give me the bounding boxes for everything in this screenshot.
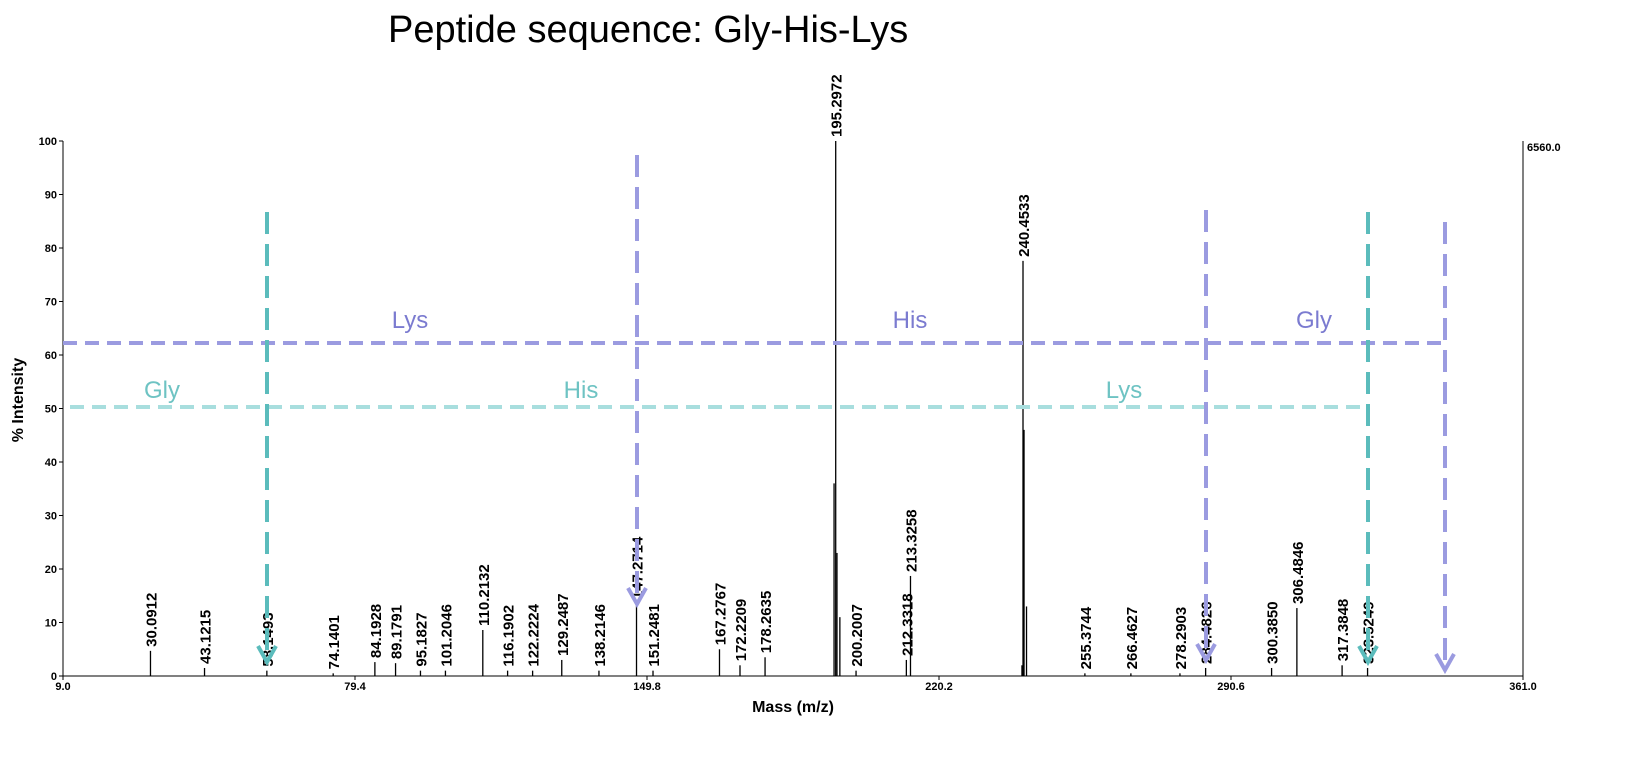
- arrow-head: [1434, 653, 1456, 675]
- arrow-head: [1195, 643, 1217, 665]
- peak-label: 195.2972: [829, 74, 846, 137]
- peaks: 30.0912 43.1215 58.1493 74.1401 84.1928 89.17…: [143, 74, 1378, 676]
- y-tick-label: 90: [45, 190, 57, 202]
- peak-label: 200.2007: [849, 604, 866, 667]
- y-tick-label: 30: [45, 511, 57, 523]
- peak-label: 89.1791: [389, 605, 406, 659]
- y-tick-label: 50: [45, 404, 57, 416]
- peak-label: 167.2767: [712, 583, 729, 646]
- peak-label: 129.2487: [555, 593, 572, 656]
- x-tick-label: 220.2: [925, 681, 953, 693]
- y-tick-label: 70: [45, 297, 57, 309]
- annotation-label: His: [564, 377, 599, 404]
- annotation-label: Lys: [1106, 377, 1142, 404]
- peak-label: 266.4627: [1124, 607, 1141, 670]
- y-tick-label: 100: [39, 136, 57, 148]
- fragment-annotations: Lys His Gly Gly His Lys: [63, 155, 1456, 675]
- annotation-label: Lys: [392, 307, 428, 334]
- y-tick-label: 80: [45, 243, 57, 255]
- peak-label: 147.2714: [630, 536, 647, 599]
- y-tick-label: 10: [45, 618, 57, 630]
- peak-label: 278.2903: [1173, 607, 1190, 670]
- peak-label: 255.3744: [1078, 606, 1095, 669]
- arrow-head: [1357, 645, 1379, 667]
- peak-label: 101.2046: [438, 604, 455, 667]
- y-tick-label: 60: [45, 350, 57, 362]
- annotation-label: Gly: [1296, 307, 1332, 334]
- peak-label: 212.3318: [899, 593, 916, 656]
- peak-label: 43.1215: [198, 610, 215, 664]
- peak-label: 306.4846: [1290, 541, 1307, 604]
- arrow-head: [626, 587, 648, 609]
- peak-label: 30.0912: [143, 593, 160, 647]
- x-tick-label: 290.6: [1217, 681, 1245, 693]
- y-axis-label: % Intensity: [10, 358, 27, 443]
- peak-label: 116.1902: [501, 605, 518, 667]
- peak-label: 213.3258: [903, 509, 920, 572]
- peak-label: 74.1401: [326, 615, 343, 669]
- peak-label: 95.1827: [413, 612, 430, 666]
- peak-label: 151.2481: [646, 604, 663, 667]
- x-tick-label: 9.0: [55, 681, 70, 693]
- y-tick-label: 40: [45, 457, 57, 469]
- peak-label: 122.2224: [526, 603, 543, 666]
- peak-label: 317.3848: [1335, 599, 1352, 662]
- peak-label: 178.2635: [758, 591, 775, 654]
- peak-label: 110.2132: [476, 564, 493, 626]
- chart-title: Peptide sequence: Gly-His-Lys: [388, 9, 908, 51]
- arrow-head: [256, 645, 278, 667]
- annotation-label: His: [893, 307, 928, 334]
- peak-label: 138.2146: [592, 604, 609, 667]
- x-tick-label: 361.0: [1509, 681, 1537, 693]
- x-tick-label: 79.4: [344, 681, 366, 693]
- max-intensity: 6560.0: [1527, 142, 1561, 154]
- peak-label: 172.2209: [733, 599, 750, 662]
- annotation-label: Gly: [144, 377, 180, 404]
- y-tick-label: 20: [45, 564, 57, 576]
- peak-label: 84.1928: [368, 604, 385, 658]
- y-tick-label: 0: [51, 671, 57, 683]
- x-axis-label: Mass (m/z): [752, 699, 834, 716]
- peak-label: 300.3850: [1265, 601, 1282, 664]
- x-tick-label: 149.8: [633, 681, 661, 693]
- peak-label: 240.4533: [1016, 194, 1033, 257]
